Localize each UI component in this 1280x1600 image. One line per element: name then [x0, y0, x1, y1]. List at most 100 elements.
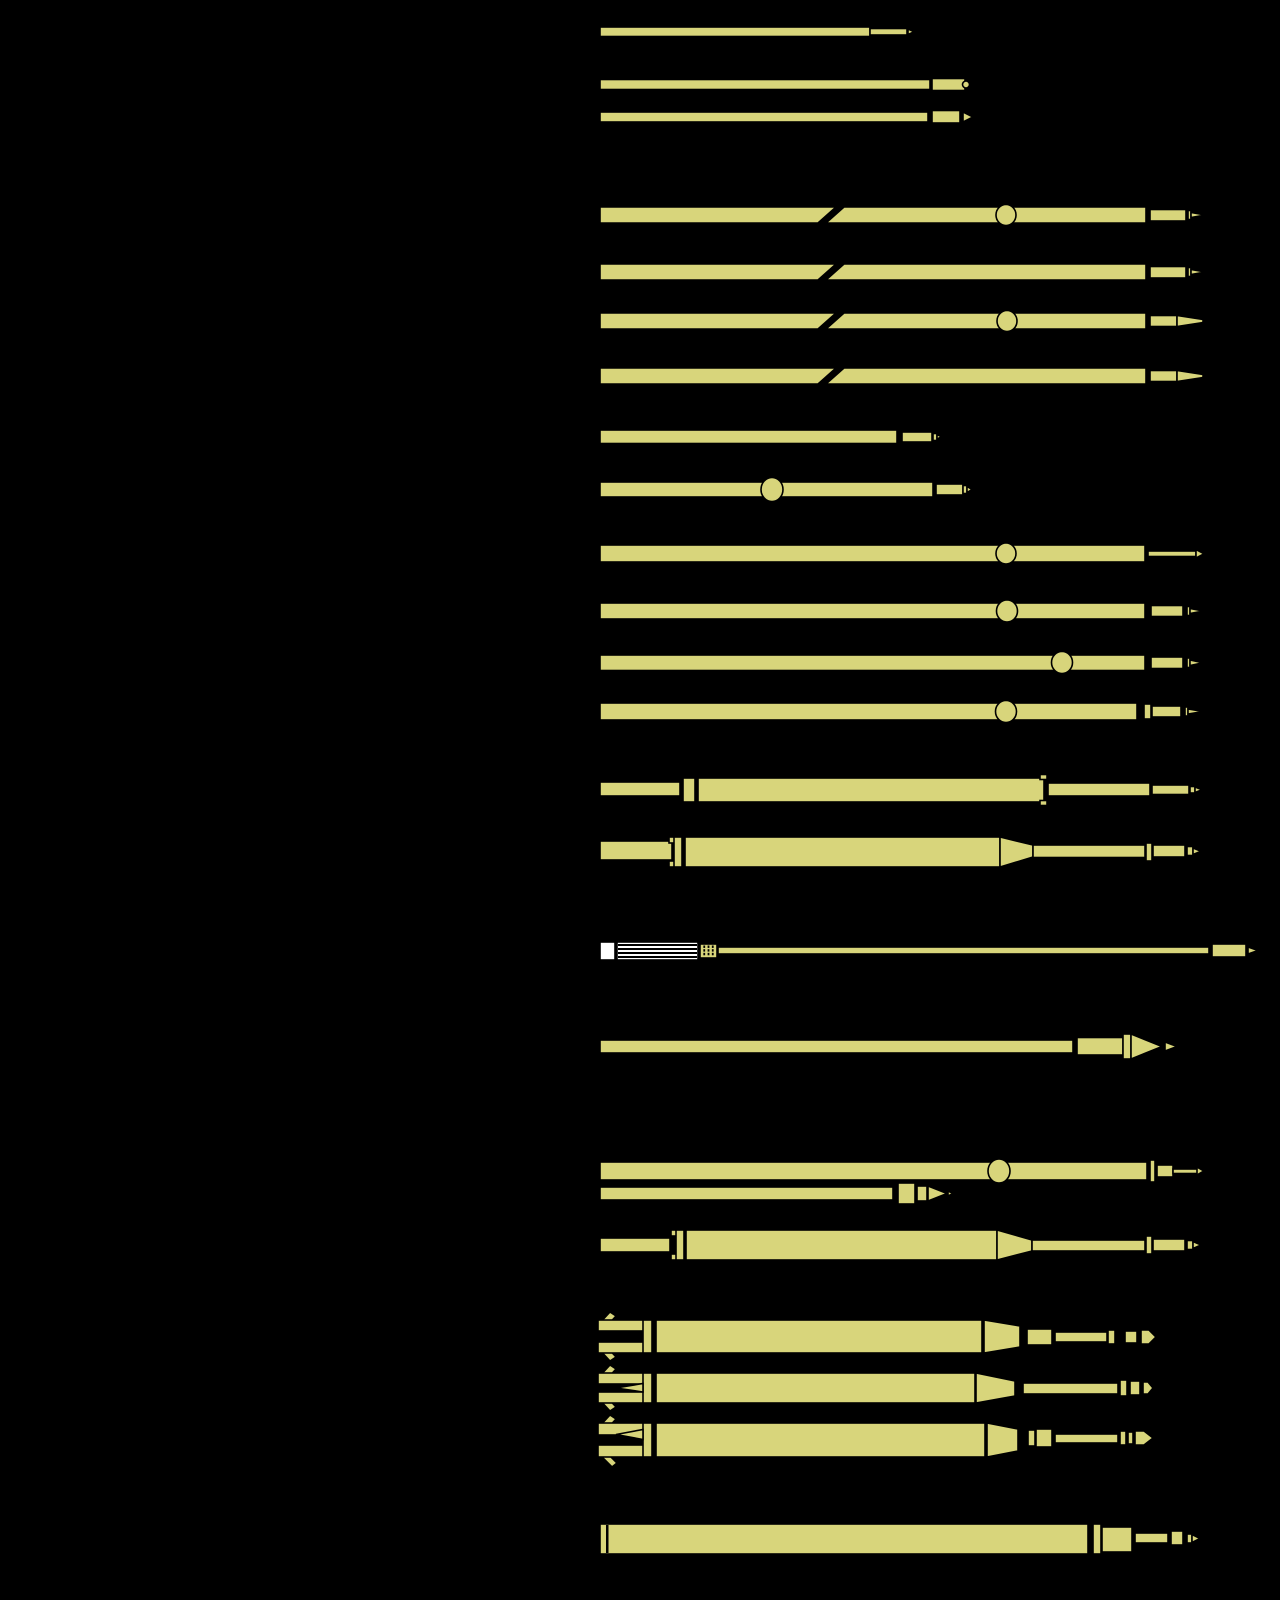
probe-tip [1196, 1165, 1206, 1177]
missile-11 [599, 599, 1204, 623]
nozzle [1150, 604, 1184, 618]
section-ring [995, 542, 1017, 565]
striped-booster-stripe [618, 956, 697, 958]
flange [606, 1525, 609, 1553]
airframe-aft [823, 312, 1147, 330]
nozzle [931, 109, 961, 124]
missile-12 [599, 650, 1204, 675]
missile-4 [599, 203, 1206, 227]
tail-boom [599, 840, 673, 861]
section-ring [760, 476, 784, 503]
missile-23 [595, 1413, 1155, 1469]
airframe-fore [599, 206, 839, 224]
missile-18 [599, 1182, 955, 1205]
airframe-fore [599, 312, 839, 330]
nozzle [1149, 208, 1187, 222]
nozzle [1151, 784, 1190, 796]
interstage [675, 1229, 685, 1261]
nozzle [869, 27, 908, 36]
airframe-aft [823, 206, 1147, 224]
airframe [697, 777, 1045, 803]
airframe [717, 946, 1210, 955]
nozzle [1149, 265, 1187, 279]
tail-boom [599, 1237, 671, 1253]
collar [916, 1185, 928, 1202]
airframe [684, 836, 1001, 868]
airframe [599, 78, 931, 91]
missile-8 [599, 429, 944, 445]
probe [1134, 1532, 1169, 1544]
airframe [655, 1319, 983, 1354]
probe [1172, 1168, 1199, 1175]
reentry-vehicle [1142, 1381, 1155, 1395]
section-ring [987, 1158, 1011, 1184]
nozzle [1152, 1238, 1186, 1252]
airframe-aft [823, 367, 1147, 385]
nozzle [1211, 943, 1247, 958]
section-ring [1050, 650, 1074, 675]
nozzle-tip [1247, 945, 1261, 956]
upper-stage [1031, 1239, 1146, 1252]
lattice-section-dash [703, 952, 706, 956]
probe [1147, 550, 1197, 558]
fork-wall [642, 1319, 653, 1354]
missile-3 [599, 109, 975, 124]
collar [1145, 842, 1153, 862]
airframe [599, 429, 898, 445]
nose-cone [975, 1372, 1016, 1404]
missile-10 [599, 542, 1206, 565]
lattice-section-dash [703, 949, 706, 952]
fork-wall [642, 1372, 653, 1404]
section-ring [996, 309, 1018, 333]
rect-part [1186, 845, 1194, 857]
striped-booster-stripe [618, 944, 697, 946]
nozzle-needle [1176, 369, 1204, 383]
rect-part [1124, 1330, 1138, 1344]
flange-top [1039, 773, 1048, 781]
reentry-vehicle [1134, 1430, 1155, 1446]
airframe [599, 602, 1146, 620]
warhead-section [1076, 1036, 1124, 1056]
missile-15 [599, 835, 1204, 869]
upper-stage [1032, 844, 1146, 859]
nozzle [1149, 314, 1178, 328]
lattice-section-dash [707, 952, 710, 956]
probe [1022, 1382, 1119, 1395]
nozzle-tip [907, 27, 916, 36]
nozzle-tip [936, 433, 944, 441]
nose-cone [1130, 1032, 1165, 1061]
interstage [682, 777, 696, 803]
nozzle-tip [1192, 846, 1204, 856]
bus [1026, 1328, 1053, 1346]
airframe [599, 702, 1138, 721]
airframe [599, 1186, 894, 1201]
bus [1035, 1428, 1053, 1448]
striped-booster [616, 941, 699, 961]
nozzle-tip [1194, 785, 1205, 794]
ring [1119, 1430, 1127, 1446]
nozzle [1151, 705, 1182, 718]
airframe [599, 1161, 1148, 1181]
equipment-bay [1101, 1526, 1133, 1553]
ring [1107, 1329, 1116, 1345]
lattice-section-dash [703, 945, 706, 948]
missile-19 [599, 1158, 1206, 1184]
missile-9 [599, 476, 974, 503]
nozzle-tip [1191, 1533, 1202, 1544]
rect-part [1127, 1431, 1134, 1445]
lattice-section-dash [707, 945, 710, 948]
nozzle-tip [1187, 708, 1204, 715]
flange-bottom [1039, 799, 1048, 807]
missile-14 [599, 773, 1205, 807]
missile-13 [599, 699, 1204, 724]
nose-cone [983, 1319, 1021, 1354]
nozzle-tip [962, 110, 975, 124]
nozzle [1149, 369, 1178, 383]
section-ring [994, 699, 1018, 724]
nozzle-needle [1176, 314, 1204, 328]
nose-tip [947, 1189, 955, 1198]
nozzle [935, 483, 964, 496]
interstage [673, 836, 683, 868]
probe-tip [1195, 548, 1206, 560]
